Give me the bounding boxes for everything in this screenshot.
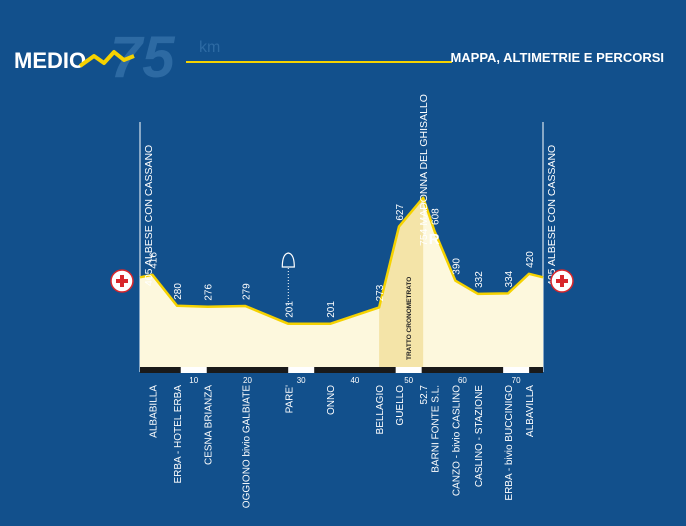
altitude-label: 280 — [173, 283, 184, 300]
place-label: CANZO - bivio CASLINO — [451, 385, 462, 496]
first-aid-right-icon — [550, 269, 574, 293]
place-label: ERBA - bivio BUCCINIGO — [504, 385, 515, 501]
place-label: CESNA BRIANZA — [204, 385, 215, 465]
altitude-label: 334 — [504, 270, 515, 287]
altitude-label: 416 — [148, 252, 159, 269]
altitude-label: 201 — [326, 301, 337, 318]
tick-label: 30 — [297, 376, 306, 385]
altitude-label: 332 — [474, 271, 485, 288]
altitude-label: 279 — [241, 283, 252, 300]
profile-line — [139, 196, 544, 326]
subtitle: MAPPA, ALTIMETRIE E PERCORSI — [450, 50, 664, 65]
tick-label: 70 — [512, 376, 521, 385]
distance-axis: 10 20 30 40 50 60 70 — [140, 367, 543, 385]
first-aid-bar-v — [560, 275, 564, 287]
axis-segment — [503, 367, 530, 373]
place-label: OGGIONO bivio GALBIATE — [241, 385, 252, 509]
tick-label: 40 — [350, 376, 359, 385]
tick-label: 20 — [243, 376, 252, 385]
zigzag-logo-icon — [78, 50, 135, 68]
altitude-label: 273 — [375, 284, 386, 301]
distance-unit: km — [199, 39, 220, 56]
place-label: BELLAGIO — [375, 385, 386, 435]
brand-title: MEDIO — [14, 48, 86, 73]
place-label: GUELLO — [395, 385, 406, 426]
altitude-label: 276 — [204, 284, 215, 301]
tick-label: 50 — [404, 376, 413, 385]
refreshment-icon: R — [429, 231, 440, 248]
summit-km-label: 52.7 — [419, 385, 430, 405]
profile-area: TRATTO CRONOMETRATO — [139, 196, 544, 368]
axis-segment — [180, 367, 207, 373]
first-aid-bar-v — [120, 275, 124, 287]
tick-label: 60 — [458, 376, 467, 385]
place-label: ONNO — [326, 385, 337, 415]
axis-segment — [288, 367, 315, 373]
place-label: ALBABILLA — [148, 385, 159, 438]
summit-label: 754 MADONNA DEL GHISALLO — [418, 94, 430, 246]
place-labels: ALBABILLA ERBA - HOTEL ERBA CESNA BRIANZA O… — [148, 385, 536, 509]
place-label: PARE' — [284, 385, 295, 413]
place-label: CASLINO - STAZIONE — [474, 385, 485, 487]
altitude-label: 420 — [525, 251, 536, 268]
place-label: ALBAVILLA — [525, 385, 536, 437]
finish-label: 405 ALBESE CON CASSANO — [546, 145, 558, 286]
place-label: BARNI FONTE S.L. — [430, 385, 441, 473]
bell-icon — [281, 252, 295, 268]
altitude-label: 390 — [451, 258, 462, 275]
altitude-label: 627 — [395, 204, 406, 221]
altitude-labels: 405 ALBESE CON CASSANO 405 ALBESE CON CAS… — [143, 94, 558, 318]
altitude-label: 608 — [430, 208, 441, 225]
axis-band — [140, 367, 543, 373]
markers: R — [110, 231, 574, 310]
timed-section-fill — [379, 197, 424, 368]
altitude-label: 201 — [284, 301, 295, 318]
profile-fill — [140, 197, 543, 368]
place-label: ERBA - HOTEL ERBA — [173, 385, 184, 484]
tick-label: 10 — [189, 376, 198, 385]
first-aid-left-icon — [110, 269, 134, 293]
header: MEDIO 75 km MAPPA, ALTIMETRIE E PERCORSI — [14, 25, 664, 90]
timed-section-label: TRATTO CRONOMETRATO — [406, 277, 413, 360]
start-label: 405 ALBESE CON CASSANO — [143, 145, 155, 286]
axis-segment — [395, 367, 422, 373]
